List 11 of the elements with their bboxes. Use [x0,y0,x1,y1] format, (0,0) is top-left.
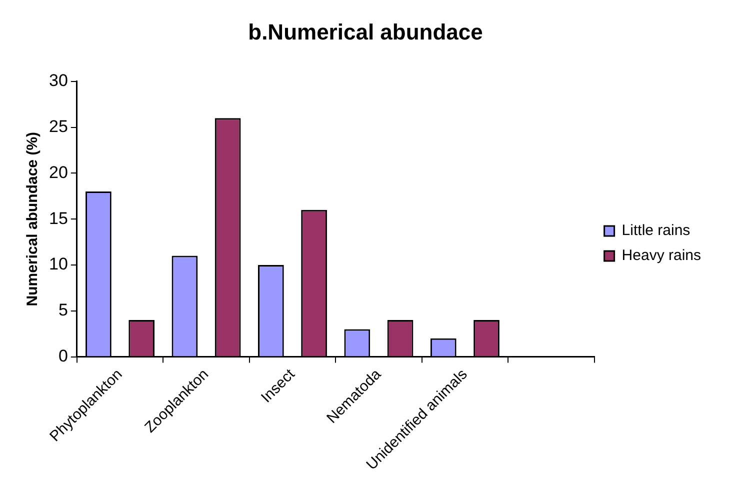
y-tick-label: 15 [48,208,68,228]
y-axis-title: Numerical abundace (%) [24,132,42,306]
y-tick-label: 10 [48,254,68,274]
legend-label: Little rains [622,222,690,240]
y-tick-label: 20 [48,162,68,182]
chart-title: b.Numerical abundace [248,19,483,44]
y-tick-label: 0 [58,346,68,366]
legend-label: Heavy rains [622,247,702,264]
y-tick-label: 30 [48,71,68,90]
y-tick-label: 25 [48,116,68,136]
y-tick-label: 5 [58,300,68,320]
